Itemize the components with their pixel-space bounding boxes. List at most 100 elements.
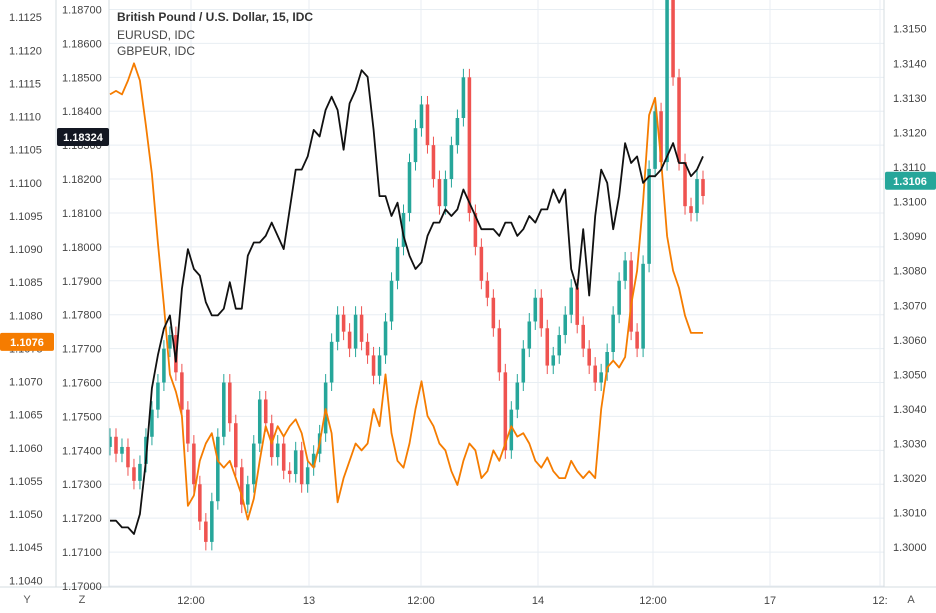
time-tick-label: 17: [764, 595, 776, 607]
gbpusd-candle-body: [108, 436, 112, 447]
gbpusd-candle-body: [521, 348, 526, 383]
gbpusd-candle-body: [407, 162, 412, 213]
gbpusd-tick-label: 1.17100: [62, 547, 102, 559]
time-tick-label: 12:00: [177, 595, 205, 607]
gbpusd-candle-body: [377, 355, 382, 376]
scale-y-label[interactable]: Y: [23, 594, 31, 606]
gbpusd-candle-body: [216, 436, 220, 502]
gbpusd-candle-body: [491, 297, 496, 329]
gbpusd-candle-body: [587, 348, 591, 366]
eurusd-line-series: [110, 69, 704, 535]
gbpusd-candle-body: [527, 321, 532, 349]
legend-eurusd[interactable]: EURUSD, IDC: [117, 28, 195, 42]
gbpusd-candle-body: [323, 382, 328, 434]
gbpusd-tick-label: 1.17400: [62, 445, 102, 457]
gbpusd-candle-body: [395, 246, 400, 281]
gbpeur-tick-label: 1.3120: [893, 127, 927, 139]
eurusd-tick-label: 1.1055: [9, 476, 43, 488]
gbpusd-candle-body: [138, 463, 142, 481]
gbpusd-candle-body: [383, 321, 388, 356]
auto-scale-label[interactable]: A: [907, 594, 915, 606]
gbpusd-candle-body: [659, 111, 663, 163]
eurusd-last-price-label: 1.1076: [10, 337, 44, 349]
gbpeur-tick-label: 1.3040: [893, 404, 927, 416]
gbpusd-candle-body: [234, 423, 238, 468]
gbpusd-candle-body: [228, 382, 232, 424]
gbpusd-candle-body: [701, 179, 705, 197]
gbpusd-tick-label: 1.17700: [62, 344, 102, 356]
gbpusd-candle-body: [359, 314, 364, 342]
gbpusd-tick-label: 1.18500: [62, 72, 102, 84]
gbpeur-tick-label: 1.3070: [893, 300, 927, 312]
eurusd-tick-label: 1.1120: [9, 45, 42, 57]
gbpusd-candle-body: [515, 382, 520, 410]
gbpeur-tick-label: 1.3000: [893, 542, 927, 554]
legend-gbpeur[interactable]: GBPEUR, IDC: [117, 44, 195, 58]
gbpusd-candle-body: [126, 446, 130, 468]
gbpusd-candle-body: [150, 409, 154, 437]
eurusd-tick-label: 1.1095: [9, 211, 43, 223]
eurusd-last-price-box: [0, 332, 54, 351]
gbpusd-candle-body: [341, 314, 346, 332]
gbpusd-tick-label: 1.17200: [62, 513, 102, 525]
scale-y-button-bg[interactable]: [15, 590, 39, 607]
legend-main-symbol[interactable]: British Pound / U.S. Dollar, 15, IDC: [117, 10, 313, 24]
gbpeur-last-price-badge: 1.3106: [885, 171, 936, 190]
gbpusd-candle-body: [257, 399, 262, 444]
gbpusd-candle-body: [605, 351, 609, 373]
gbpusd-candle-body: [545, 328, 550, 366]
eurusd-tick-label: 1.1125: [9, 12, 42, 24]
gbpusd-candle-body: [419, 104, 424, 129]
eurusd-tick-label: 1.1050: [9, 509, 43, 521]
gbpusd-tick-label: 1.18400: [62, 106, 102, 118]
gbpusd-candle-body: [371, 355, 376, 376]
gbpusd-candle-body: [263, 399, 268, 424]
gbpusd-candle-body: [443, 179, 448, 207]
gbpusd-tick-label: 1.17800: [62, 310, 102, 322]
eurusd-tick-label: 1.1060: [9, 443, 43, 455]
gbpusd-candle-body: [347, 331, 352, 349]
gbpusd-tick-label: 1.17500: [62, 411, 102, 423]
eurusd-tick-label: 1.1110: [9, 112, 41, 124]
gbpusd-candle-body: [473, 212, 478, 247]
gbpusd-candle-body: [180, 372, 184, 410]
gbpusd-candle-body: [413, 128, 418, 163]
eurusd-last-price-badge: 1.1076: [0, 332, 54, 351]
gbpeur-last-price-label: 1.3106: [893, 176, 927, 188]
gbpusd-candle-body: [635, 331, 639, 349]
gbpeur-tick-label: 1.3110: [893, 162, 926, 174]
auto-scale-button[interactable]: A: [899, 590, 923, 607]
auto-scale-button-bg[interactable]: [899, 590, 923, 607]
gbpusd-candle-body: [509, 409, 514, 451]
gbpusd-tick-label: 1.18600: [62, 38, 102, 50]
eurusd-tick-label: 1.1105: [9, 145, 42, 157]
time-tick-label: 12:00: [407, 595, 435, 607]
gbpusd-candle-body: [671, 0, 675, 78]
gbpusd-candle-body: [222, 382, 226, 437]
gbpusd-candle-body: [551, 355, 556, 366]
gbpusd-candle-body: [461, 77, 466, 119]
gbpeur-line: [109, 62, 703, 521]
eurusd-tick-label: 1.1045: [9, 542, 43, 554]
gbpusd-candle-body: [629, 260, 633, 332]
gbpeur-tick-label: 1.3100: [893, 197, 927, 209]
gbpusd-candle-body: [569, 287, 574, 315]
gbpusd-candle-body: [479, 246, 484, 281]
gbpusd-last-price-badge: 1.18324: [57, 128, 109, 146]
gbpusd-candle-body: [204, 521, 208, 542]
gbpusd-candle-body: [593, 365, 597, 383]
gbpusd-candle-body: [186, 409, 190, 444]
gbpusd-candle-body: [503, 372, 508, 451]
gbpusd-candle-body: [401, 212, 406, 247]
gbpusd-candle-body: [168, 335, 172, 349]
gbpusd-candle-body: [299, 450, 304, 485]
eurusd-tick-label: 1.1100: [9, 178, 42, 190]
gbpeur-tick-label: 1.3050: [893, 369, 927, 381]
scale-y-button[interactable]: Y: [15, 590, 39, 607]
scale-z-label[interactable]: Z: [79, 594, 86, 606]
gbpusd-tick-label: 1.17900: [62, 276, 102, 288]
scale-z-button-bg[interactable]: [70, 590, 94, 607]
scale-z-button[interactable]: Z: [70, 590, 94, 607]
gbpusd-tick-label: 1.17300: [62, 479, 102, 491]
